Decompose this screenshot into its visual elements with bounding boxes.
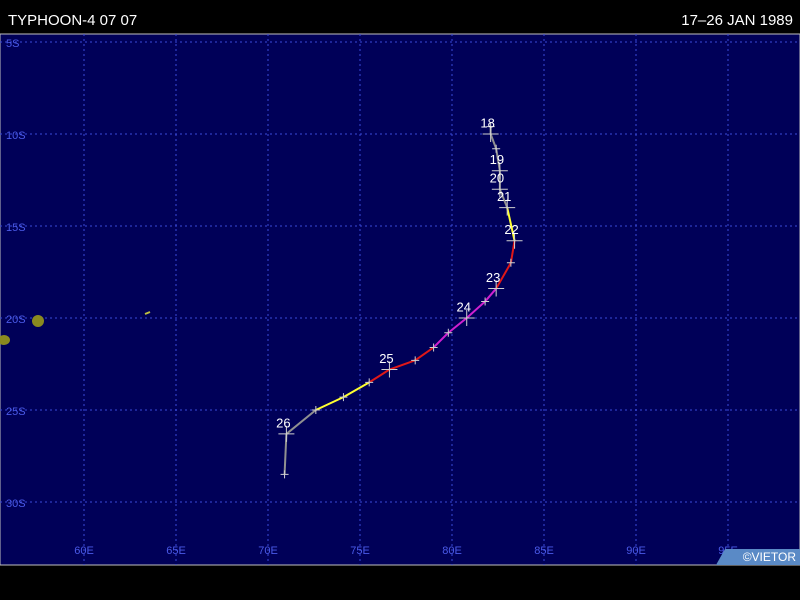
- track-segment: [285, 409, 317, 435]
- day-label: 19: [490, 152, 504, 167]
- track-point: [482, 126, 499, 142]
- track-point: [488, 280, 505, 297]
- track-point: [444, 328, 453, 337]
- lon-label: 85E: [534, 545, 554, 557]
- map-area: [0, 33, 800, 566]
- title: TYPHOON-4 07 07: [8, 12, 137, 29]
- track-segment: [466, 300, 486, 319]
- track-point: [481, 297, 490, 306]
- lat-label: 30S: [6, 498, 26, 510]
- lat-label: 10S: [6, 130, 26, 142]
- dates: 17–26 JAN 1989: [681, 12, 793, 29]
- track-segment: [506, 207, 516, 241]
- track-point: [506, 232, 523, 249]
- day-label: 25: [379, 351, 393, 366]
- day-label: 23: [486, 270, 500, 285]
- island: [0, 335, 10, 345]
- track-segment: [342, 381, 370, 398]
- track-segment: [484, 287, 497, 303]
- lon-label: 65E: [166, 545, 186, 557]
- track-segment: [414, 346, 435, 362]
- island: [32, 315, 44, 327]
- day-label: 24: [456, 299, 470, 314]
- track-point: [278, 425, 295, 442]
- track-point: [458, 310, 475, 326]
- lon-label: 60E: [74, 545, 94, 557]
- track-point: [365, 378, 374, 387]
- credit-badge: [716, 549, 800, 565]
- track-point: [280, 470, 289, 479]
- day-label: 20: [490, 171, 504, 186]
- lon-label: 90E: [626, 545, 646, 557]
- day-label: 26: [276, 415, 290, 430]
- track-point: [339, 393, 348, 402]
- lon-label: 75E: [350, 545, 370, 557]
- track-segment: [509, 240, 516, 263]
- track-segment: [447, 317, 468, 334]
- lat-label: 15S: [6, 222, 26, 234]
- track-segment: [368, 368, 390, 384]
- track-point: [499, 199, 516, 216]
- day-label: 22: [504, 222, 518, 237]
- lon-label: 70E: [258, 545, 278, 557]
- track-point: [491, 181, 508, 198]
- track-point: [381, 361, 398, 378]
- track-segment: [495, 262, 512, 290]
- lat-label: 20S: [6, 314, 26, 326]
- lat-label: 25S: [6, 406, 26, 418]
- track-segment: [315, 396, 344, 411]
- lat-label: 5S: [6, 38, 19, 50]
- track-point: [311, 406, 320, 414]
- track-segment: [498, 188, 509, 208]
- credit: ©VIETOR: [743, 550, 797, 564]
- lon-label: 80E: [442, 545, 462, 557]
- island: [144, 311, 151, 315]
- track: 18 19 20 21 22 23 24 25 26: [276, 115, 523, 479]
- track-point: [506, 258, 515, 267]
- track-segment: [389, 359, 416, 371]
- track-point: [492, 144, 501, 153]
- track-segment: [432, 332, 450, 349]
- track-point: [491, 162, 508, 179]
- day-label: 18: [480, 115, 494, 130]
- grid: 60E65E70E75E80E85E90E95E5S10S15S20S25S30…: [0, 34, 800, 565]
- track-segment: [495, 148, 501, 171]
- track-point: [411, 356, 420, 365]
- track-point: [429, 343, 438, 352]
- track-segment: [489, 133, 498, 150]
- day-label: 21: [497, 189, 511, 204]
